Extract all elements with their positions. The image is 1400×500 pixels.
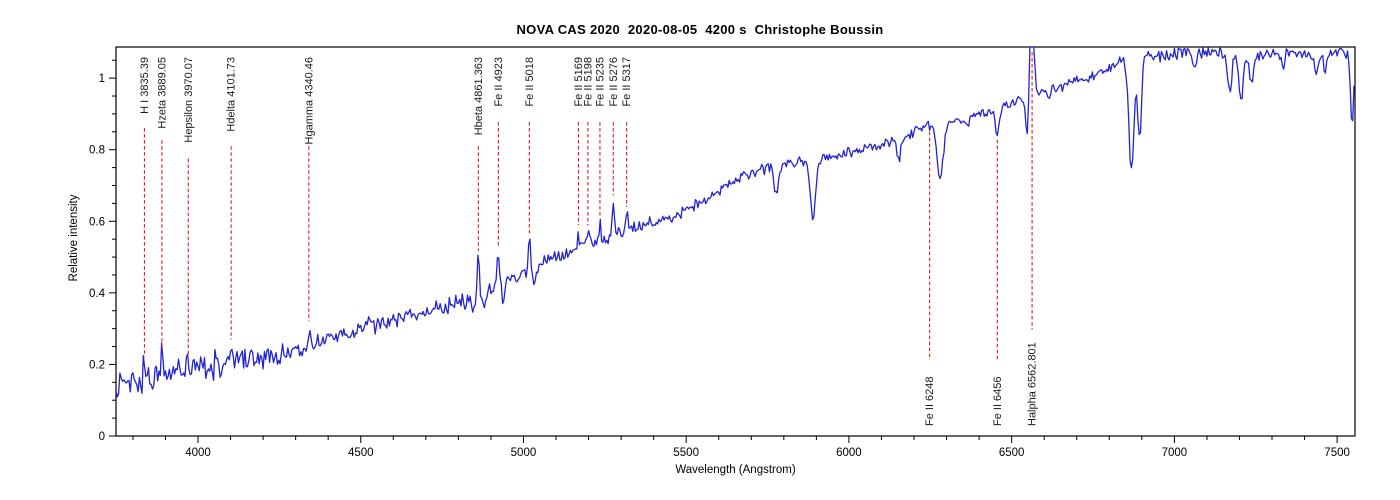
marker-label-hbeta-4861.363: Hbeta 4861.363: [473, 57, 485, 135]
x-tick-label: 6000: [836, 447, 862, 459]
y-tick-label: 0.2: [89, 359, 105, 371]
marker-label-fe-ii-4923: Fe II 4923: [493, 57, 505, 107]
x-tick-label: 6500: [999, 447, 1025, 459]
marker-label-hdelta-4101.73: Hdelta 4101.73: [226, 57, 238, 132]
marker-label-fe-ii-5317: Fe II 5317: [621, 57, 633, 107]
x-axis-title: Wavelength (Angstrom): [675, 464, 796, 476]
marker-label-hepsilon-3970.07: Hepsilon 3970.07: [183, 57, 195, 143]
marker-label-h-i-3835.39: H I 3835.39: [139, 57, 151, 114]
marker-label-fe-ii-5169: Fe II 5169: [573, 57, 585, 107]
chart-title: NOVA CAS 2020 2020-08-05 4200 s Christop…: [516, 22, 884, 37]
marker-label-hgamma-4340.46: Hgamma 4340.46: [303, 57, 315, 144]
marker-label-fe-ii-5276: Fe II 5276: [608, 57, 620, 107]
y-tick-label: 0: [99, 431, 105, 443]
spectrum-path: [115, 46, 1355, 398]
marker-label-fe-ii-5018: Fe II 5018: [524, 57, 536, 107]
x-tick-label: 5500: [673, 447, 699, 459]
marker-label-halpha-6562.801: Halpha 6562.801: [1027, 342, 1039, 426]
x-tick-label: 7500: [1324, 447, 1350, 459]
plot-frame: [115, 46, 1356, 437]
y-axis-title: Relative intensity: [68, 194, 80, 282]
y-tick-label: 0.8: [89, 145, 105, 157]
x-tick-label: 7000: [1162, 447, 1188, 459]
y-tick-label: 0.6: [89, 216, 105, 228]
y-tick-label: 0.4: [89, 288, 106, 300]
marker-label-fe-ii-6248: Fe II 6248: [924, 376, 936, 426]
x-tick-label: 5000: [511, 447, 537, 459]
marker-label-hzeta-3889.05: Hzeta 3889.05: [156, 57, 168, 129]
marker-label-fe-ii-5198: Fe II 5198: [582, 57, 594, 107]
marker-label-fe-ii-5235: Fe II 5235: [594, 57, 606, 107]
marker-label-fe-ii-6456: Fe II 6456: [992, 376, 1004, 426]
x-tick-label: 4500: [348, 447, 374, 459]
y-tick-label: 1: [99, 73, 105, 85]
x-tick-label: 4000: [185, 447, 211, 459]
